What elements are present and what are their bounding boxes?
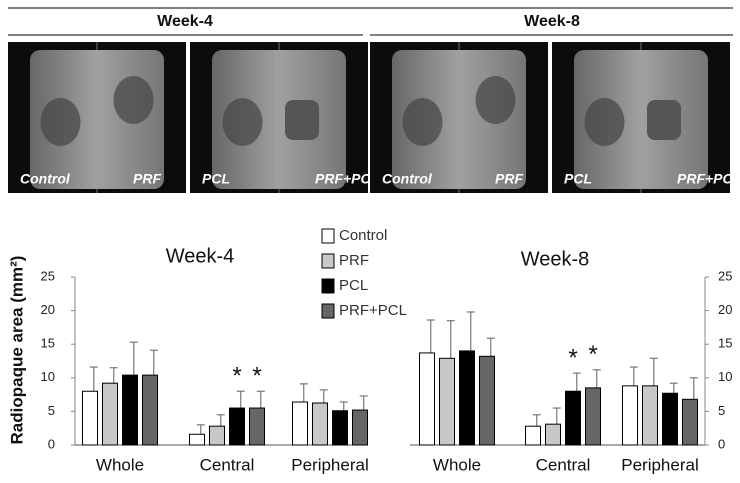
significance-marker: * <box>252 363 261 390</box>
bar <box>565 390 581 446</box>
y-tick-label: 25 <box>41 268 55 283</box>
y-tick-label: 5 <box>718 403 725 418</box>
bar <box>459 350 475 446</box>
bar <box>189 433 205 446</box>
defect <box>584 98 625 146</box>
chart-title: Week-8 <box>521 248 590 270</box>
bar <box>525 425 541 446</box>
legend-label: PCL <box>339 277 368 294</box>
legend-label: PRF+PCL <box>339 302 407 319</box>
y-tick-label: 10 <box>41 369 55 384</box>
significance-marker: * <box>568 344 577 371</box>
bar <box>682 398 698 446</box>
defect <box>402 98 443 146</box>
defect <box>222 98 263 146</box>
image-label: Control <box>382 171 433 187</box>
y-tick-label: 5 <box>48 403 55 418</box>
defect <box>40 98 81 146</box>
y-tick-label: 0 <box>48 436 55 451</box>
bar <box>209 425 225 446</box>
image-label: PCL <box>564 171 592 187</box>
y-tick-label: 0 <box>718 436 725 451</box>
bar <box>229 407 245 446</box>
panel-title: Week-4 <box>157 13 213 30</box>
legend-swatch <box>321 303 335 319</box>
bar <box>439 357 455 446</box>
bar <box>142 374 158 446</box>
mesh <box>285 100 319 140</box>
image-label: PRF <box>133 171 161 187</box>
image-label: PRF+PCL <box>677 171 740 187</box>
legend-swatch <box>321 253 335 269</box>
bar <box>249 407 265 446</box>
panel-title: Week-8 <box>524 13 580 30</box>
image-label: PRF+PCL <box>315 171 379 187</box>
defect <box>475 76 516 124</box>
y-tick-label: 15 <box>41 336 55 351</box>
x-tick-label: Peripheral <box>621 455 699 474</box>
bar <box>662 392 678 446</box>
bar <box>545 423 561 446</box>
x-tick-label: Peripheral <box>291 455 369 474</box>
image-label: Control <box>20 171 71 187</box>
legend-label: Control <box>339 227 387 244</box>
legend-swatch <box>321 278 335 294</box>
x-tick-label: Whole <box>96 455 144 474</box>
bar <box>352 409 368 446</box>
significance-marker: * <box>588 341 597 368</box>
bar <box>479 355 495 446</box>
y-tick-label: 10 <box>718 369 732 384</box>
chart-title: Week-4 <box>166 245 235 267</box>
bar <box>292 401 308 446</box>
mesh <box>647 100 681 140</box>
x-tick-label: Central <box>536 455 591 474</box>
y-tick-label: 20 <box>41 302 55 317</box>
y-axis-label: Radiopaque area (mm²) <box>7 256 26 445</box>
y-tick-label: 15 <box>718 336 732 351</box>
y-tick-label: 25 <box>718 268 732 283</box>
image-label: PRF <box>495 171 523 187</box>
bar <box>312 402 328 446</box>
bar <box>332 410 348 446</box>
legend-swatch <box>321 228 335 244</box>
bar <box>642 385 658 446</box>
bar <box>622 385 638 446</box>
y-tick-label: 20 <box>718 302 732 317</box>
legend-label: PRF <box>339 252 369 269</box>
bar <box>585 387 601 446</box>
significance-marker: * <box>232 363 241 390</box>
x-tick-label: Central <box>200 455 255 474</box>
defect <box>113 76 154 124</box>
x-tick-label: Whole <box>433 455 481 474</box>
bar <box>419 352 435 446</box>
image-label: PCL <box>202 171 230 187</box>
bar <box>122 374 138 446</box>
bar <box>102 382 118 446</box>
bar <box>82 390 98 446</box>
